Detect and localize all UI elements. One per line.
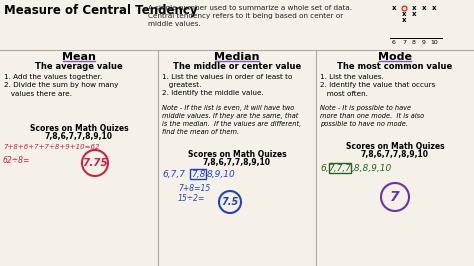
Text: x: x — [392, 5, 396, 11]
Text: The middle or center value: The middle or center value — [173, 62, 301, 71]
Text: 8: 8 — [412, 40, 416, 45]
Text: ,8,8,9,10: ,8,8,9,10 — [352, 164, 392, 173]
Text: 6: 6 — [392, 40, 396, 45]
Text: 10: 10 — [430, 40, 438, 45]
Text: A single number used to summarize a whole set of data.: A single number used to summarize a whol… — [148, 5, 352, 11]
Text: 7,8,6,7,7,8,9,10: 7,8,6,7,7,8,9,10 — [45, 132, 113, 141]
Text: 7,8,6,7,7,8,9,10: 7,8,6,7,7,8,9,10 — [203, 158, 271, 167]
Text: Median: Median — [214, 52, 260, 62]
Text: The average value: The average value — [35, 62, 123, 71]
Text: x: x — [432, 5, 436, 11]
Text: Scores on Math Quizes: Scores on Math Quizes — [188, 150, 286, 159]
Text: 15÷2=: 15÷2= — [178, 194, 205, 203]
Text: 7: 7 — [390, 190, 400, 204]
Text: 6,: 6, — [320, 164, 328, 173]
Text: 9: 9 — [422, 40, 426, 45]
Text: 1. List the values.
2. Identify the value that occurs
   most often.: 1. List the values. 2. Identify the valu… — [320, 74, 436, 97]
Text: 8,9,10: 8,9,10 — [207, 170, 236, 179]
Text: Note - It is possible to have
more than one mode.  It is also
possible to have n: Note - It is possible to have more than … — [320, 105, 424, 127]
Text: 7+8=15: 7+8=15 — [178, 184, 210, 193]
Text: 1. List the values in order of least to
   greatest.
2. Identify the middle valu: 1. List the values in order of least to … — [162, 74, 292, 97]
Text: 7.5: 7.5 — [221, 197, 238, 207]
Text: x: x — [412, 5, 416, 11]
Text: 7.75: 7.75 — [82, 158, 108, 168]
Text: 7: 7 — [402, 40, 406, 45]
Text: middle values.: middle values. — [148, 21, 201, 27]
Text: 62÷8=: 62÷8= — [3, 156, 30, 165]
Text: x: x — [402, 11, 406, 17]
Text: Note - If the list is even, it will have two
middle values. If they are the same: Note - If the list is even, it will have… — [162, 105, 301, 135]
Text: Scores on Math Quizes: Scores on Math Quizes — [346, 142, 444, 151]
Text: Measure of Central Tendency: Measure of Central Tendency — [4, 4, 198, 17]
Text: 7,8: 7,8 — [191, 170, 205, 179]
Text: x: x — [412, 11, 416, 17]
Text: The most common value: The most common value — [337, 62, 453, 71]
Text: 7+8+6+7+7+8+9+10=62: 7+8+6+7+7+8+9+10=62 — [3, 144, 100, 150]
Text: Mode: Mode — [378, 52, 412, 62]
Text: Mean: Mean — [62, 52, 96, 62]
Text: 7,7,7: 7,7,7 — [328, 164, 352, 173]
Text: x: x — [422, 5, 426, 11]
Text: Central tendency refers to it being based on center or: Central tendency refers to it being base… — [148, 13, 343, 19]
Text: 6,7,7: 6,7,7 — [162, 170, 185, 179]
Text: x: x — [402, 17, 406, 23]
Text: 7,8,6,7,7,8,9,10: 7,8,6,7,7,8,9,10 — [361, 150, 429, 159]
Text: 1. Add the values together.
2. Divide the sum by how many
   values there are.: 1. Add the values together. 2. Divide th… — [4, 74, 118, 97]
Text: Scores on Math Quizes: Scores on Math Quizes — [30, 124, 128, 133]
